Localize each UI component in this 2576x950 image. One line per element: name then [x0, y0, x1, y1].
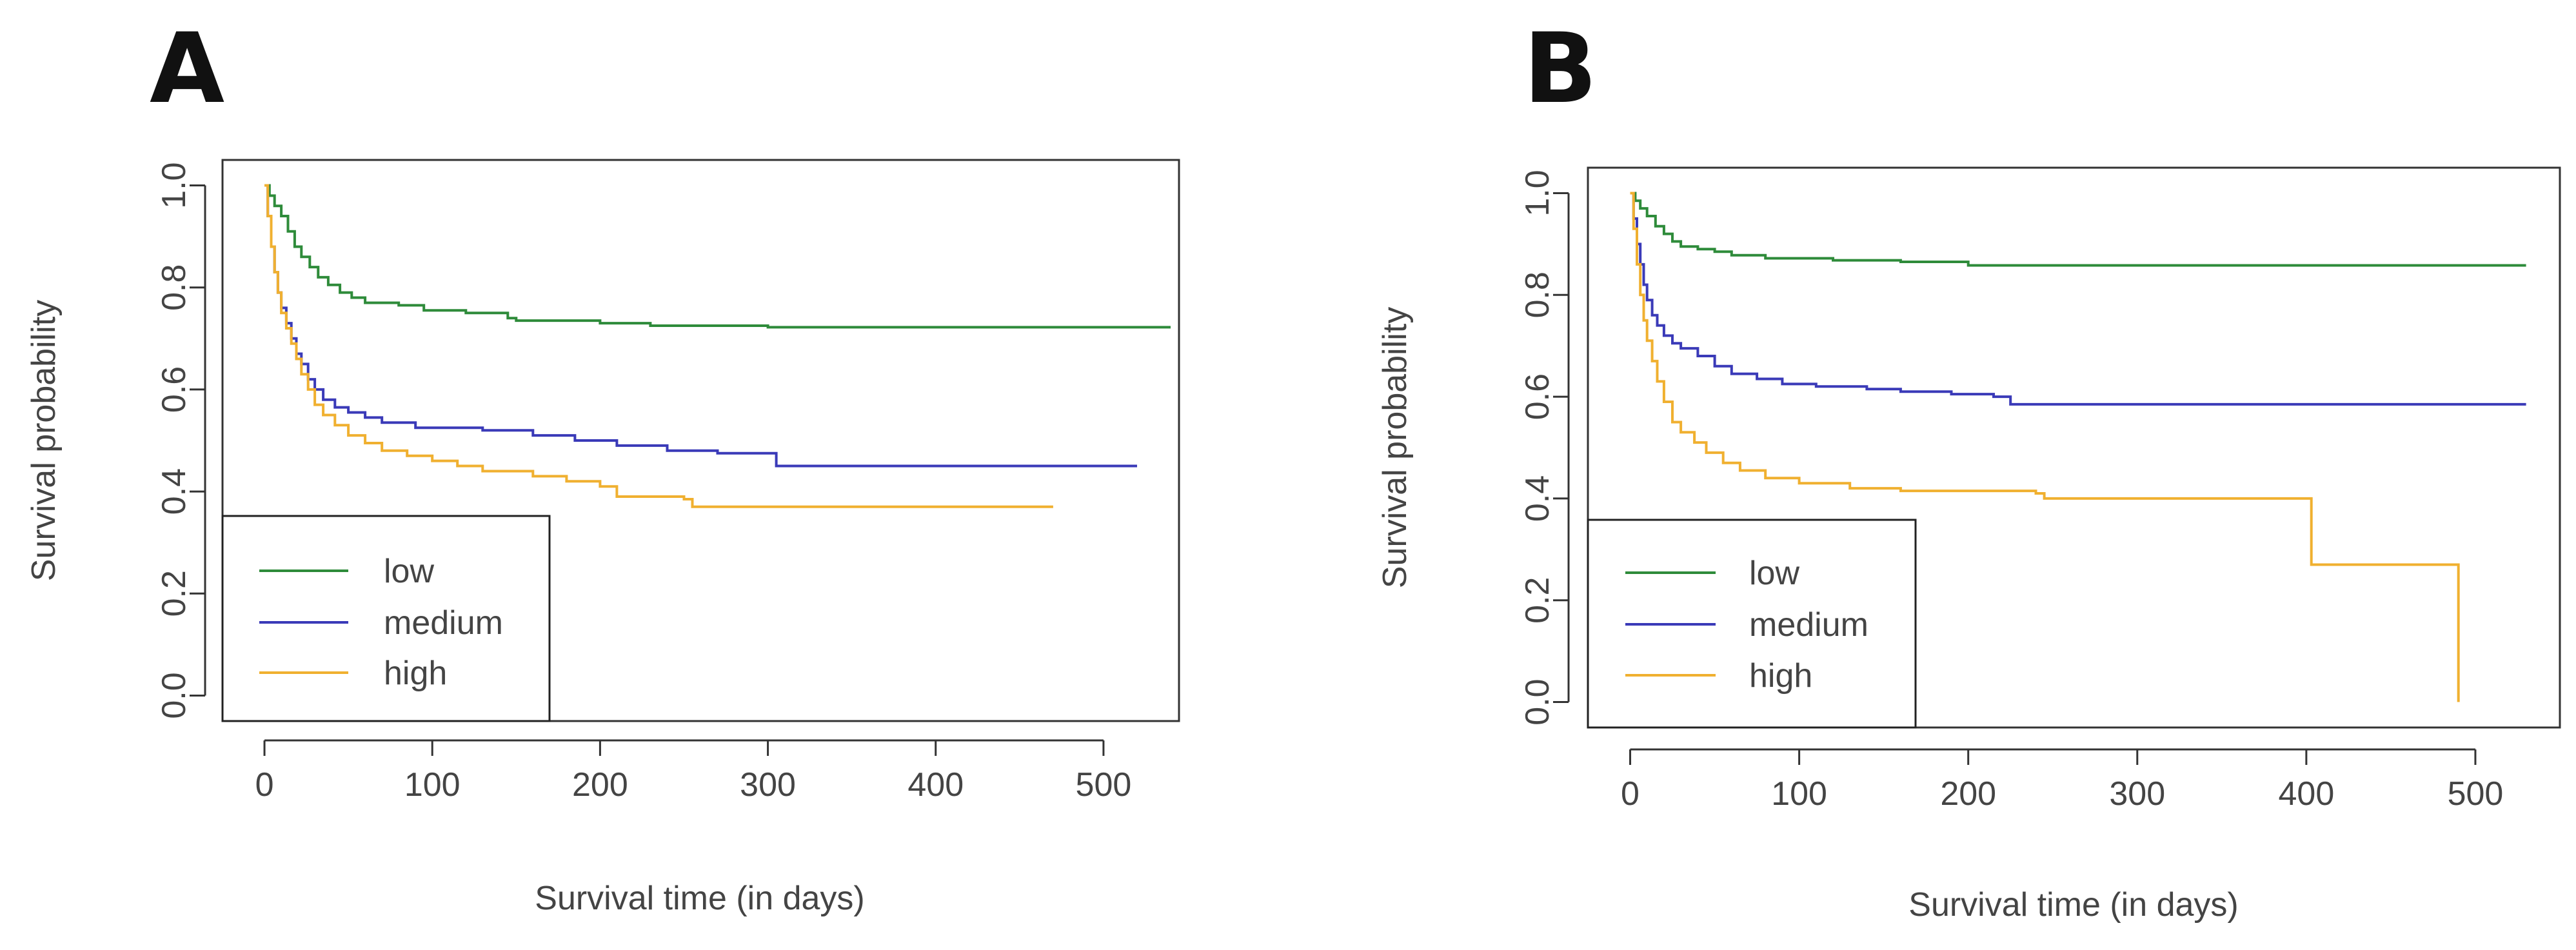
panel-a: A 0 100 200 300 400 500 0.0 0.2 0.4 0.6 0.8 1.0 Su…: [25, 13, 1180, 917]
panel-a-y-axis: 0.0 0.2 0.4 0.6 0.8 1.0: [155, 162, 206, 719]
panel-a-y-tick-label: 0.6: [155, 366, 193, 413]
panel-a-y-tick-label: 0.4: [155, 468, 193, 515]
panel-a-letter: A: [150, 13, 224, 125]
panel-a-x-tick-label: 400: [907, 766, 964, 804]
panel-b-legend: low medium high: [1587, 519, 1917, 729]
panel-b-y-tick-label: 0.6: [1519, 373, 1556, 420]
panel-b-legend-label-medium: medium: [1749, 606, 1868, 644]
panel-b-x-axis-label: Survival time (in days): [1908, 886, 2238, 924]
panel-b: B 0 100 200 300 400 500 0.0 0.2 0.4 0.6 0.8 1.0 Su…: [1376, 13, 2561, 924]
panel-a-y-tick-label: 0.0: [155, 672, 193, 718]
panel-b-legend-label-high: high: [1749, 657, 1812, 695]
panel-b-y-tick-label: 0.2: [1519, 577, 1556, 624]
panel-b-y-tick-label: 1.0: [1519, 170, 1556, 216]
panel-b-y-tick-label: 0.4: [1519, 475, 1556, 522]
panel-b-y-axis: 0.0 0.2 0.4 0.6 0.8 1.0: [1519, 170, 1570, 726]
panel-a-y-tick-label: 0.8: [155, 264, 193, 311]
panel-a-y-tick-label: 1.0: [155, 162, 193, 208]
panel-b-legend-label-low: low: [1749, 555, 1799, 592]
panel-a-x-tick-label: 0: [255, 766, 274, 804]
panel-b-x-tick-label: 400: [2278, 775, 2334, 813]
panel-b-x-tick-label: 300: [2109, 775, 2165, 813]
panel-a-legend-label-medium: medium: [384, 604, 503, 642]
panel-b-series-medium-line: [1630, 192, 2526, 406]
panel-a-series-low-line: [264, 184, 1171, 329]
panel-b-series-low-line: [1630, 192, 2526, 267]
panel-a-x-axis-label: Survival time (in days): [535, 880, 864, 917]
panel-b-x-tick-label: 500: [2448, 775, 2504, 813]
panel-a-x-tick-label: 100: [404, 766, 461, 804]
panel-b-plot-frame: [1587, 166, 2561, 729]
panel-b-y-axis-label: Survival probability: [1376, 307, 1414, 588]
panel-b-series: [1630, 192, 2526, 702]
panel-a-y-tick-label: 0.2: [155, 570, 193, 617]
panel-b-letter: B: [1523, 13, 1597, 125]
panel-a-series-high-line: [264, 184, 1053, 508]
panel-b-x-tick-label: 200: [1940, 775, 1996, 813]
panel-b-y-tick-label: 0.0: [1519, 678, 1556, 725]
panel-a-x-tick-label: 500: [1076, 766, 1132, 804]
panel-a-x-tick-label: 300: [740, 766, 796, 804]
panel-b-y-tick-label: 0.8: [1519, 272, 1556, 318]
panel-a-plot-frame: [221, 159, 1180, 722]
panel-a-legend: low medium high: [221, 515, 551, 722]
panel-b-x-tick-label: 0: [1621, 775, 1640, 813]
panel-a-y-axis-label: Survival probability: [25, 300, 63, 581]
panel-a-x-tick-label: 200: [572, 766, 628, 804]
panel-b-y-ticks: 0.0 0.2 0.4 0.6 0.8 1.0: [1519, 170, 1569, 726]
panel-a-legend-label-low: low: [384, 553, 434, 590]
panel-b-x-tick-label: 100: [1771, 775, 1827, 813]
panel-b-series-high-line: [1630, 192, 2460, 702]
panel-a-legend-box: [221, 515, 551, 722]
panel-b-x-axis: 0 100 200 300 400 500: [1621, 748, 2503, 813]
panel-b-x-ticks: 0 100 200 300 400 500: [1621, 749, 2503, 813]
panel-a-x-ticks: 0 100 200 300 400 500: [255, 740, 1132, 804]
panel-a-series: [264, 184, 1171, 508]
panel-a-y-ticks: 0.0 0.2 0.4 0.6 0.8 1.0: [155, 162, 205, 719]
panel-a-legend-label-high: high: [384, 655, 447, 692]
panel-a-x-axis: 0 100 200 300 400 500: [255, 739, 1132, 804]
